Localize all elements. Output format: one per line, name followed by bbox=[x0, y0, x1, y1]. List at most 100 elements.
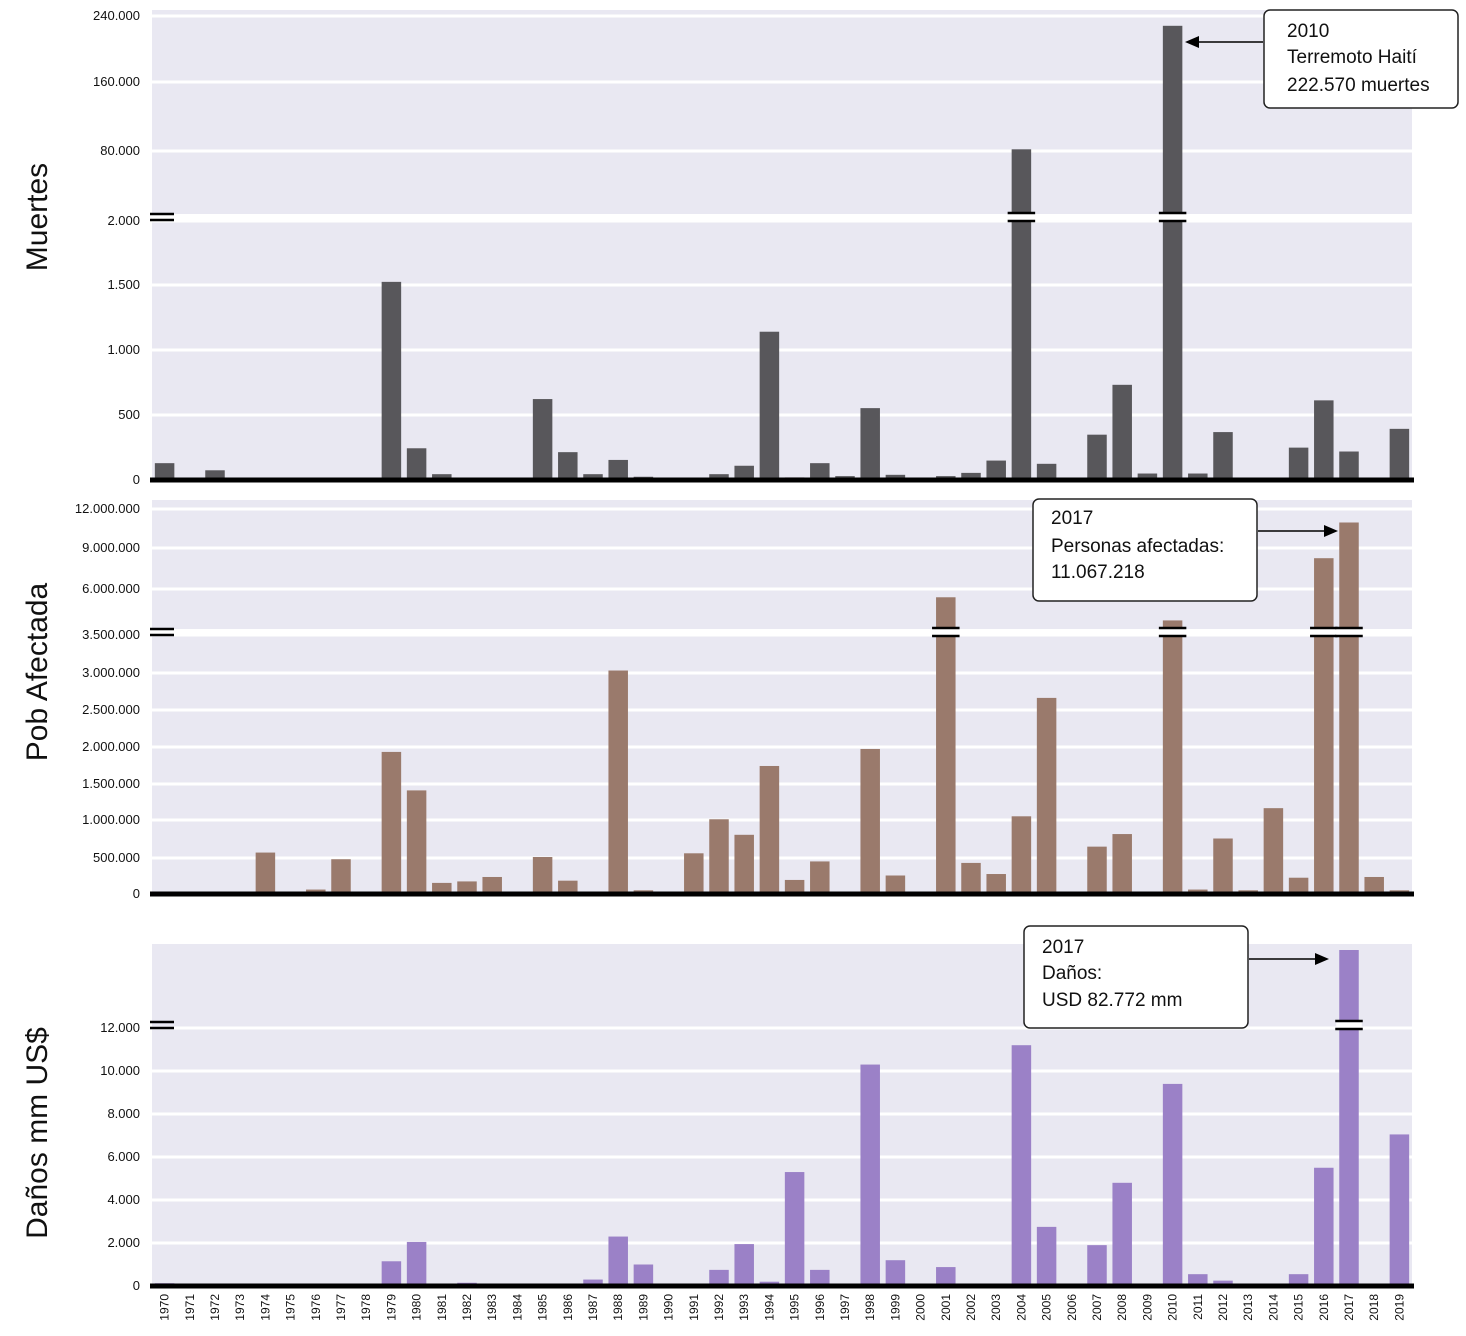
bar-1983 bbox=[482, 876, 502, 894]
bar-2008 bbox=[1112, 384, 1132, 480]
y-tick-label: 10.000 bbox=[100, 1063, 140, 1078]
annotation-text: 11.067.218 bbox=[1051, 562, 1145, 583]
bar-1974 bbox=[255, 852, 276, 894]
bar-1982 bbox=[457, 881, 477, 894]
annotation-text: Terremoto Haití bbox=[1287, 47, 1418, 68]
x-tick-label: 1987 bbox=[586, 1294, 600, 1321]
bar-2016 bbox=[1314, 1167, 1334, 1286]
x-tick-label: 2010 bbox=[1166, 1294, 1180, 1321]
bar-1993 bbox=[734, 465, 754, 480]
bar-break-gap bbox=[1008, 213, 1035, 221]
bar-break-gap bbox=[1159, 213, 1186, 221]
bar-1998 bbox=[860, 408, 880, 480]
bar-1994 bbox=[759, 765, 780, 894]
y-axis-label: Daños mm US$ bbox=[21, 1027, 54, 1239]
axis-break-gap bbox=[152, 214, 1412, 220]
bar-break-gap bbox=[933, 628, 959, 636]
bar-1985 bbox=[532, 857, 553, 894]
bar-2001 bbox=[936, 597, 956, 894]
bar-1988 bbox=[608, 670, 628, 894]
bar-2016 bbox=[1314, 400, 1334, 480]
y-tick-label: 80.000 bbox=[100, 143, 140, 158]
bar-2017 bbox=[1339, 451, 1359, 480]
bar-2005 bbox=[1036, 463, 1057, 480]
x-tick-label: 2004 bbox=[1014, 1294, 1028, 1321]
annotation-arrowhead bbox=[1315, 953, 1329, 965]
bar-1996 bbox=[810, 861, 830, 894]
panel-2: 12.000.000 9.000.000 6.000.000 3.500.000 3.0… bbox=[21, 498, 1414, 901]
annotation-text: USD 82.772 mm bbox=[1042, 990, 1182, 1011]
bar-1999 bbox=[885, 474, 906, 480]
x-tick-label: 1998 bbox=[863, 1294, 877, 1321]
bar-2004 bbox=[1011, 1045, 1032, 1286]
annotation-box bbox=[1023, 925, 1249, 1029]
x-tick-label: 1996 bbox=[813, 1294, 827, 1321]
y-tick-label: 6.000 bbox=[107, 1149, 140, 1164]
x-tick-label: 2011 bbox=[1191, 1294, 1205, 1320]
bar-2010 bbox=[1162, 25, 1183, 480]
bar-2011 bbox=[1188, 473, 1208, 480]
annotation-box bbox=[1032, 498, 1258, 602]
bar-1980 bbox=[406, 448, 427, 480]
x-tick-label: 1995 bbox=[788, 1294, 802, 1321]
bar-2005 bbox=[1036, 1226, 1057, 1286]
bar-2017 bbox=[1339, 950, 1359, 1286]
axis-break-gap bbox=[152, 629, 1412, 635]
bar-2015 bbox=[1288, 447, 1309, 480]
bar-2003 bbox=[986, 874, 1006, 894]
bar-break-gap bbox=[1336, 1021, 1362, 1029]
bar-1993 bbox=[734, 1244, 754, 1286]
y-tick-label: 1.000 bbox=[107, 342, 140, 357]
bar-2019 bbox=[1389, 428, 1410, 480]
x-tick-label: 1971 bbox=[183, 1294, 197, 1321]
bar-1985 bbox=[532, 399, 553, 480]
bar-1995 bbox=[784, 879, 805, 894]
bar-1981 bbox=[432, 882, 452, 894]
bar-2015 bbox=[1288, 877, 1309, 894]
x-tick-label: 1975 bbox=[284, 1294, 298, 1321]
bar-1986 bbox=[558, 452, 578, 480]
y-tick-label: 6.000.000 bbox=[82, 581, 140, 596]
y-tick-label: 9.000.000 bbox=[82, 540, 140, 555]
x-tick-label: 1993 bbox=[737, 1294, 751, 1321]
y-tick-label: 2.000 bbox=[107, 213, 140, 228]
x-tick-label: 2018 bbox=[1367, 1294, 1381, 1321]
x-tick-label: 1989 bbox=[636, 1294, 650, 1321]
bar-1992 bbox=[709, 474, 729, 480]
bar-1999 bbox=[885, 1260, 906, 1286]
bar-2014 bbox=[1263, 808, 1284, 894]
y-tick-label: 500.000 bbox=[93, 850, 140, 865]
x-tick-label: 1981 bbox=[435, 1294, 449, 1321]
bar-1980 bbox=[406, 790, 427, 894]
y-tick-label: 1.500.000 bbox=[82, 776, 140, 791]
x-tick-label: 1988 bbox=[611, 1294, 625, 1321]
bar-2017 bbox=[1339, 522, 1359, 894]
bar-1989 bbox=[633, 1264, 654, 1286]
x-tick-label: 1997 bbox=[838, 1294, 852, 1321]
bar-1996 bbox=[810, 463, 830, 480]
bar-2007 bbox=[1087, 1245, 1107, 1286]
x-tick-label: 2000 bbox=[914, 1294, 928, 1321]
bar-1991 bbox=[684, 853, 704, 894]
bar-2019 bbox=[1389, 1134, 1410, 1286]
x-tick-label: 2009 bbox=[1140, 1294, 1154, 1321]
x-tick-label: 2019 bbox=[1392, 1294, 1406, 1321]
bar-1970 bbox=[154, 463, 175, 480]
x-tick-label: 2003 bbox=[989, 1294, 1003, 1321]
x-tick-label: 2013 bbox=[1241, 1294, 1255, 1321]
bar-2004 bbox=[1011, 149, 1032, 480]
bar-2001 bbox=[936, 1267, 956, 1286]
bar-1996 bbox=[810, 1269, 830, 1286]
x-tick-label: 1976 bbox=[309, 1294, 323, 1321]
bar-1977 bbox=[331, 859, 351, 894]
x-tick-label: 2014 bbox=[1266, 1294, 1280, 1321]
bar-1979 bbox=[381, 751, 402, 894]
plot-background bbox=[152, 10, 1412, 480]
bar-1987 bbox=[583, 1279, 603, 1286]
y-axis-label: Muertes bbox=[21, 163, 54, 271]
x-tick-label: 1979 bbox=[384, 1294, 398, 1321]
bar-2007 bbox=[1087, 846, 1107, 894]
y-tick-label: 4.000 bbox=[107, 1192, 140, 1207]
x-tick-label: 1982 bbox=[460, 1294, 474, 1321]
